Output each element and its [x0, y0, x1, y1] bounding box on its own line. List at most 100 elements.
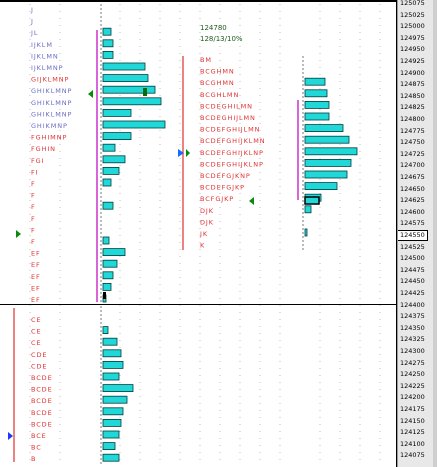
price-label: 124100: [400, 439, 425, 448]
price-label: 124125: [400, 428, 425, 437]
poc-marker-icon: [249, 197, 254, 205]
volume-bar: [102, 201, 114, 210]
volume-bar: [102, 395, 128, 404]
volume-bar: [304, 147, 358, 156]
price-label: 124150: [400, 416, 425, 425]
price-label: 124925: [400, 57, 425, 65]
price-label: 124225: [400, 381, 425, 390]
volume-bar: [102, 120, 166, 129]
price-label: 124650: [400, 184, 425, 193]
price-label: 124250: [400, 370, 425, 379]
tpo-letters: BCE: [31, 432, 47, 440]
tpo-letters: BCDEFGHIJLMN: [200, 126, 260, 134]
volume-bar: [102, 360, 124, 369]
price-label: 124700: [400, 161, 425, 170]
volume-bar: [304, 112, 330, 121]
price-label: 124600: [400, 207, 425, 216]
volume-bar: [304, 228, 308, 237]
price-label: 124750: [400, 138, 425, 147]
tpo-letters: BCDEFGJKNP: [200, 172, 251, 180]
price-label: 124450: [400, 277, 425, 286]
poc-marker-icon: [88, 90, 93, 98]
tpo-letters: FI: [31, 168, 38, 176]
tpo-letters: BCDEGHILMN: [200, 102, 253, 110]
price-label: 124675: [400, 173, 425, 181]
volume-bar: [102, 418, 122, 427]
tpo-letters: IJKLMNP: [31, 64, 63, 72]
volume-bar: [102, 97, 162, 106]
tpo-letters: EF: [31, 296, 41, 304]
tpo-letters: F: [31, 180, 36, 188]
tpo-letters: CDE: [31, 362, 47, 370]
tpo-letters: FGHIMNP: [31, 134, 67, 142]
volume-bar: [304, 170, 348, 179]
volume-bar: [102, 337, 118, 346]
volume-bar: [102, 349, 122, 358]
tpo-letters: BCFGJKP: [200, 195, 234, 203]
volume-ratio-readout: 128/13/10%: [200, 35, 243, 43]
current-price-marker-icon: [16, 230, 21, 238]
price-label: 124900: [400, 68, 425, 77]
volume-bar: [304, 158, 352, 167]
tpo-letters: BCDEFGHIJKLNP: [200, 149, 264, 157]
price-label: 124375: [400, 312, 425, 321]
tpo-letters: BCDE: [31, 409, 53, 417]
volume-bar: [304, 89, 328, 98]
tpo-letters: BCDE: [31, 397, 53, 405]
tpo-letters: BM: [200, 56, 212, 64]
price-label: 124275: [400, 358, 425, 367]
price-label: 124300: [400, 347, 425, 355]
volume-bar: [102, 166, 120, 175]
price-label: 124725: [400, 149, 425, 158]
price-axis[interactable]: 125075 125025 125000 124975 124950 124925 1249…: [397, 0, 437, 467]
volume-bar: [102, 326, 109, 335]
tpo-letters: F: [31, 226, 36, 234]
poc-bar: [304, 196, 320, 205]
tpo-letters: IJKLMN: [31, 52, 59, 60]
tpo-letters: CE: [31, 339, 41, 347]
volume-bar: [102, 453, 120, 462]
volume-bar: [102, 248, 126, 257]
volume-bar: [102, 282, 112, 291]
price-label: 124625: [400, 196, 425, 205]
chart-right-border: [396, 0, 397, 467]
tpo-letters: JK: [199, 230, 208, 238]
price-label: 125025: [400, 10, 425, 19]
tpo-letters: BCDE: [31, 420, 53, 428]
tpo-letters: DJK: [200, 218, 214, 226]
tpo-letters: FGHIN: [31, 145, 56, 153]
axis-scroll-edge[interactable]: [433, 0, 437, 467]
tpo-letters: FGI: [31, 157, 44, 165]
tpo-letters: GIJKLMNP: [31, 76, 69, 84]
tpo-letters: BC: [31, 444, 42, 452]
volume-bar: [102, 271, 114, 280]
price-label: 124875: [400, 80, 425, 89]
tpo-letters: DJK: [200, 207, 214, 215]
price-label: 124500: [400, 254, 425, 263]
tpo-letters: BCDE: [31, 386, 53, 394]
volume-bar: [102, 372, 120, 381]
price-label: 124825: [400, 103, 425, 112]
open-marker-icon: [8, 432, 13, 440]
price-label: 124975: [400, 33, 425, 42]
price-label: 125000: [400, 22, 425, 31]
tpo-letters: J: [30, 18, 34, 26]
price-label: 124075: [400, 451, 425, 460]
session-divider-line: [0, 304, 397, 305]
price-label: 124475: [400, 265, 425, 274]
volume-bar: [304, 205, 312, 214]
price-label: 124175: [400, 405, 425, 413]
price-label: 124775: [400, 126, 425, 135]
tpo-letters: JL: [30, 29, 38, 37]
volume-bar: [102, 178, 112, 187]
tpo-letters: BCGHMN: [200, 68, 235, 76]
session-end-marker: [103, 292, 106, 299]
market-profile-chart[interactable]: JJ JL IJKLM IJKLMN IJKLMNP GIJKLMNP GHIKLMNP GH…: [0, 0, 397, 467]
volume-bar: [304, 77, 326, 86]
volume-bar: [102, 39, 114, 48]
tpo-letters: GHIKLMNP: [31, 99, 72, 107]
price-label: 124525: [400, 242, 425, 251]
open-marker-icon: [178, 149, 184, 157]
tpo-letters: CE: [31, 316, 41, 324]
